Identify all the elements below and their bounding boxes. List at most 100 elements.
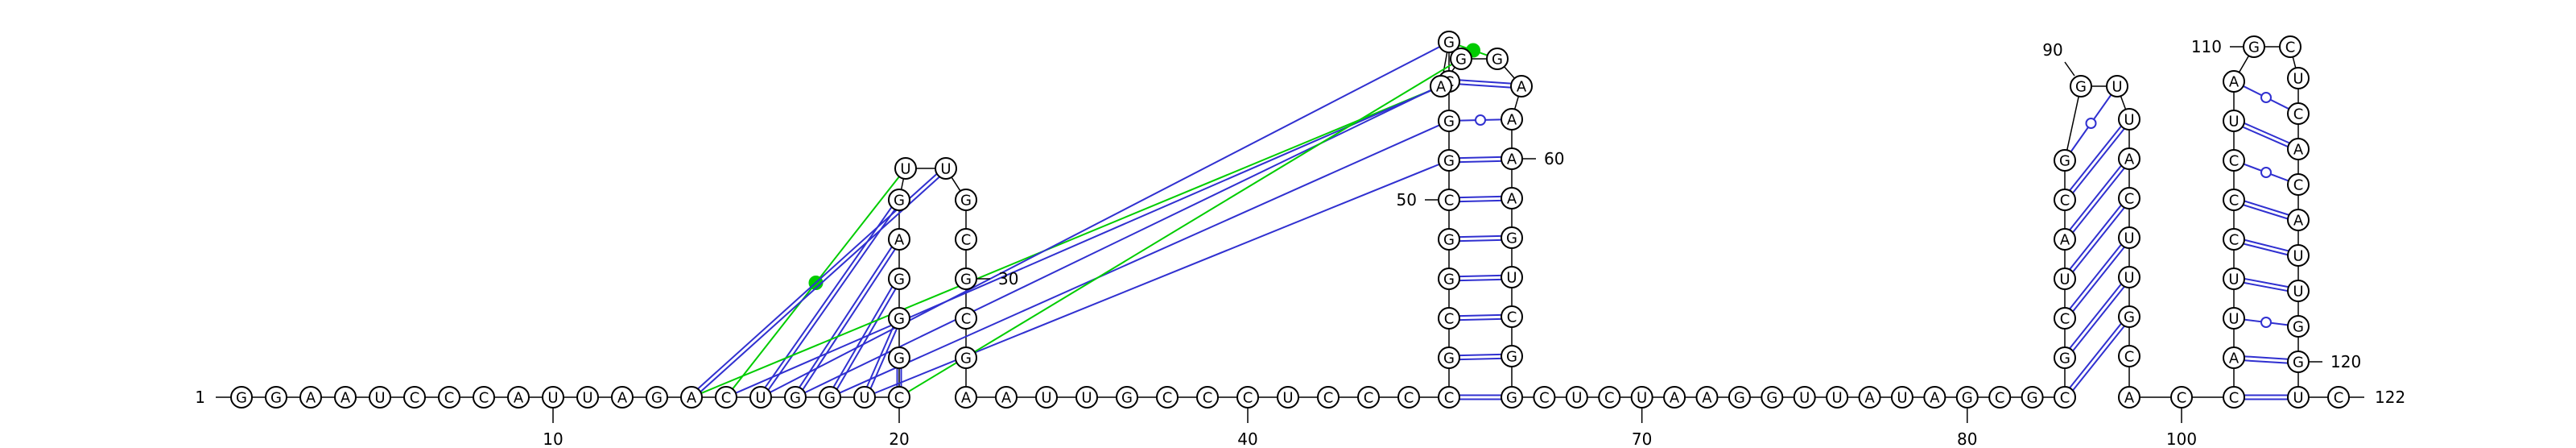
nucleotide-circle (2223, 228, 2245, 251)
nucleotide-letter: G (790, 390, 801, 407)
nucleotide-letter: C (2293, 106, 2304, 123)
nucleotide: A (1501, 108, 1523, 131)
pair-bond-line (802, 248, 896, 391)
nucleotide-letter: G (1443, 351, 1455, 367)
nucleotide: C (888, 386, 910, 409)
nucleotide-circle (1438, 307, 1460, 330)
numbering-label: 10 (543, 429, 563, 448)
nucleotide-circle (955, 228, 977, 251)
nucleotide: U (2287, 280, 2310, 302)
nucleotide-letter: C (1203, 390, 1213, 407)
nucleotide-circle (403, 386, 426, 409)
pair-bond-line (1459, 79, 1512, 85)
nucleotide: A (2118, 386, 2140, 409)
nucleotide-letter: G (1455, 52, 1467, 68)
pair-bond-line (1459, 313, 1501, 317)
pseudoknot-pair (804, 85, 1440, 394)
nucleotide-letter: U (2228, 114, 2239, 131)
nucleotide-circle (1501, 187, 1523, 209)
nucleotide-letter: G (1506, 349, 1517, 366)
nucleotide-circle (1988, 386, 2012, 409)
nucleotide-circle (1116, 386, 1138, 409)
pair-bond-line (767, 209, 896, 391)
nucleotide: U (935, 157, 957, 180)
nucleotide: G (230, 386, 253, 409)
pair-bond-line (2244, 277, 2289, 288)
nucleotide-circle (2223, 268, 2245, 290)
nucleotide-letter: C (2177, 390, 2187, 407)
canonical-base-pair (2244, 394, 2288, 400)
canonical-base-pair (1459, 234, 1502, 243)
nucleotide-circle (1501, 345, 1523, 367)
canonical-base-pair (1459, 156, 1502, 164)
nucleotide-letter: A (961, 390, 972, 407)
nucleotide: C (1988, 386, 2012, 409)
nucleotide-circle (1156, 386, 1179, 409)
pair-bond-line (2244, 355, 2289, 360)
numbering-label: 90 (2042, 40, 2062, 60)
numbering-label: 110 (2191, 37, 2222, 56)
nucleotide-circle (784, 386, 807, 409)
nucleotide: G (2243, 35, 2265, 58)
nucleotide: C (2287, 102, 2310, 125)
nucleotide: G (2054, 149, 2076, 172)
nucleotide-letter: C (1995, 390, 2005, 407)
wobble-base-pair (1459, 114, 1502, 126)
nucleotide: U (2223, 268, 2245, 290)
canonical-base-pair (2069, 204, 2125, 273)
nucleotide-circle (1501, 226, 1523, 249)
numbering-label: 50 (1397, 190, 1417, 209)
nucleotide: C (2223, 149, 2245, 172)
nucleotide-letter: U (2124, 270, 2134, 287)
pseudoknot-pair (735, 89, 1432, 394)
nucleotide-letter: U (2293, 390, 2303, 407)
nucleotide: U (1826, 386, 1849, 409)
canonical-base-pair (1459, 313, 1502, 321)
nucleotide-letter: G (651, 390, 663, 407)
nucleotide: C (403, 386, 426, 409)
nucleotide-letter: U (1832, 390, 1843, 407)
nucleotide-circle (2106, 75, 2128, 97)
nucleotide-letter: G (2059, 153, 2070, 170)
nucleotide-letter: C (1444, 311, 1455, 328)
nucleotide-letter: G (894, 193, 905, 209)
nucleotide: A (1510, 75, 1533, 97)
nucleotide: U (1793, 386, 1816, 409)
nucleotide-circle (576, 386, 599, 409)
pair-bond-line (2069, 243, 2122, 309)
nucleotide-circle (894, 157, 917, 180)
nucleotide: C (2223, 228, 2245, 251)
nucleotide: G (2287, 351, 2310, 373)
nucleotide: U (2054, 268, 2076, 290)
nucleotide: A (2118, 147, 2140, 170)
nucleotide-letter: C (894, 390, 905, 407)
nucleotide-circle (2223, 307, 2245, 330)
nucleotide: G (1438, 346, 1460, 369)
nucleotide-circle (2223, 149, 2245, 172)
nucleotide: A (299, 386, 322, 409)
pair-bond-line (1459, 239, 1502, 243)
nucleotide-letter: G (1443, 114, 1455, 131)
backbone-segment (1504, 66, 1515, 79)
nucleotide-circle (1501, 266, 1523, 288)
canonical-base-pair (2243, 200, 2289, 220)
nucleotide-circle (2054, 228, 2076, 251)
nucleotide: G (2054, 346, 2076, 369)
nucleotide-circle (1890, 386, 1913, 409)
nucleotide-letter: C (410, 390, 420, 407)
nucleotide-letter: C (2060, 193, 2070, 209)
nucleotide-letter: G (2248, 39, 2260, 56)
nucleotide: U (1501, 266, 1523, 288)
nucleotide: G (955, 346, 977, 369)
nucleotide-circle (299, 386, 322, 409)
nucleotide-circle (2223, 386, 2245, 409)
pair-bond-line (2069, 125, 2122, 191)
nucleotide: U (1890, 386, 1913, 409)
canonical-base-pair (2069, 243, 2125, 313)
nucleotide: U (2287, 67, 2310, 89)
nucleotide: U (2106, 75, 2128, 97)
nucleotide-circle (2118, 345, 2140, 367)
nucleotide: A (1501, 187, 1523, 209)
nucleotide-circle (1598, 386, 1621, 409)
